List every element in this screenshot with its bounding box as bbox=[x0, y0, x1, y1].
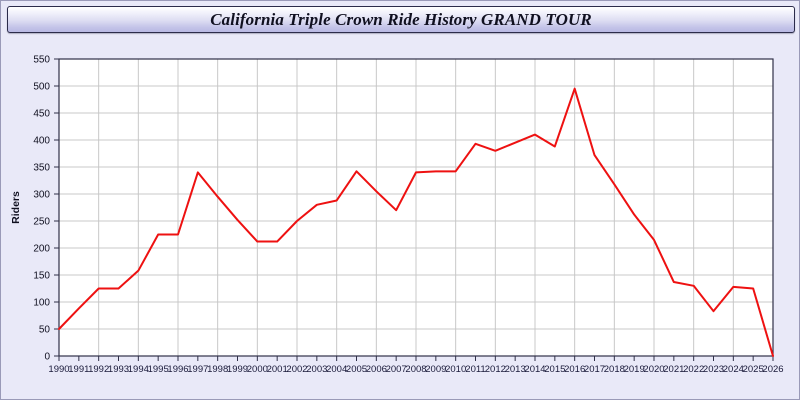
svg-text:2004: 2004 bbox=[326, 364, 347, 375]
svg-text:2025: 2025 bbox=[743, 364, 764, 375]
svg-text:1990: 1990 bbox=[48, 364, 69, 375]
svg-text:2020: 2020 bbox=[643, 364, 664, 375]
svg-text:550: 550 bbox=[33, 55, 50, 66]
svg-text:2014: 2014 bbox=[524, 364, 545, 375]
svg-text:2015: 2015 bbox=[544, 364, 565, 375]
svg-text:0: 0 bbox=[44, 352, 50, 363]
svg-text:2005: 2005 bbox=[346, 364, 367, 375]
svg-text:2026: 2026 bbox=[762, 364, 783, 375]
window-title-bar: California Triple Crown Ride History GRA… bbox=[7, 6, 795, 33]
svg-text:1997: 1997 bbox=[187, 364, 208, 375]
svg-text:1998: 1998 bbox=[207, 364, 228, 375]
svg-text:1994: 1994 bbox=[128, 364, 149, 375]
svg-text:2022: 2022 bbox=[683, 364, 704, 375]
svg-text:500: 500 bbox=[33, 82, 50, 93]
svg-text:400: 400 bbox=[33, 136, 50, 147]
svg-text:2002: 2002 bbox=[286, 364, 307, 375]
svg-text:Riders: Riders bbox=[10, 191, 22, 224]
svg-text:2019: 2019 bbox=[624, 364, 645, 375]
data-series-riders bbox=[58, 87, 774, 357]
svg-text:1991: 1991 bbox=[68, 364, 89, 375]
page-title: California Triple Crown Ride History GRA… bbox=[210, 9, 592, 29]
svg-text:2011: 2011 bbox=[465, 364, 485, 375]
svg-text:1999: 1999 bbox=[227, 364, 248, 375]
chart-gridlines bbox=[59, 59, 774, 356]
svg-text:2009: 2009 bbox=[425, 364, 446, 375]
svg-text:1993: 1993 bbox=[108, 364, 129, 375]
svg-text:2017: 2017 bbox=[584, 364, 605, 375]
chart-canvas: 0 50 100 150 200 250 300 350 400 450 500 550 1990 19… bbox=[1, 35, 799, 399]
svg-text:2021: 2021 bbox=[663, 364, 684, 375]
y-axis-tick-labels: 0 50 100 150 200 250 300 350 400 450 500 550 bbox=[33, 55, 50, 363]
svg-text:1995: 1995 bbox=[148, 364, 169, 375]
svg-text:2018: 2018 bbox=[604, 364, 625, 375]
svg-text:1992: 1992 bbox=[88, 364, 109, 375]
svg-text:2000: 2000 bbox=[247, 364, 268, 375]
x-axis-tick-labels: 1990199119921993199419951996199719981999… bbox=[48, 364, 783, 375]
svg-text:150: 150 bbox=[33, 271, 50, 282]
svg-text:2012: 2012 bbox=[485, 364, 506, 375]
svg-text:2010: 2010 bbox=[445, 364, 466, 375]
svg-text:2003: 2003 bbox=[306, 364, 327, 375]
svg-text:2016: 2016 bbox=[564, 364, 585, 375]
svg-text:2023: 2023 bbox=[703, 364, 724, 375]
svg-text:2007: 2007 bbox=[386, 364, 407, 375]
svg-text:200: 200 bbox=[33, 244, 50, 255]
svg-text:450: 450 bbox=[33, 109, 50, 120]
svg-text:2024: 2024 bbox=[723, 364, 744, 375]
svg-text:2006: 2006 bbox=[366, 364, 387, 375]
chart-axes bbox=[54, 58, 774, 361]
svg-text:2001: 2001 bbox=[267, 364, 288, 375]
svg-text:350: 350 bbox=[33, 163, 50, 174]
svg-text:250: 250 bbox=[33, 217, 50, 228]
svg-text:2008: 2008 bbox=[405, 364, 426, 375]
svg-text:300: 300 bbox=[33, 190, 50, 201]
svg-text:1996: 1996 bbox=[167, 364, 188, 375]
y-axis-title: Riders bbox=[10, 191, 22, 224]
svg-text:2013: 2013 bbox=[505, 364, 526, 375]
svg-text:100: 100 bbox=[33, 298, 50, 309]
svg-text:50: 50 bbox=[39, 325, 51, 336]
